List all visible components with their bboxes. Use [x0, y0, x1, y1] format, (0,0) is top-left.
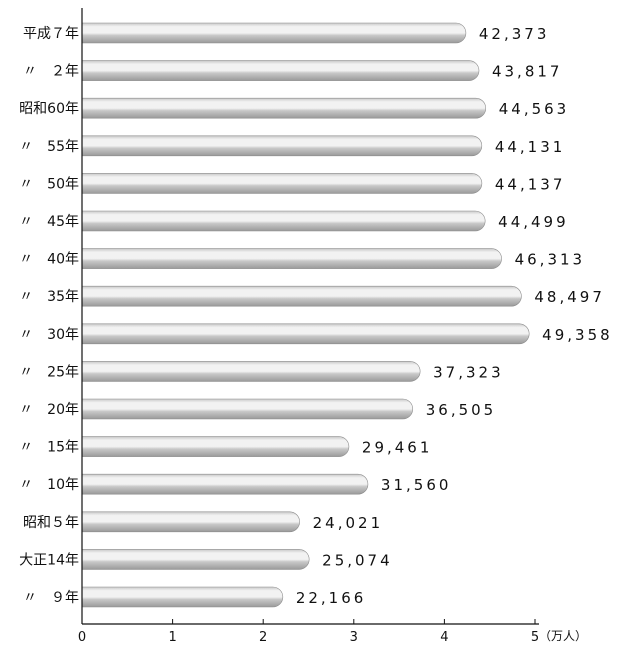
bar: [81, 323, 530, 345]
bar: [81, 511, 300, 533]
value-label: 42,373: [479, 25, 550, 43]
value-label: 46,313: [515, 251, 586, 269]
value-label: 29,461: [362, 439, 433, 457]
x-axis-unit-label: （万人）: [539, 629, 587, 643]
category-label: 〃 30年: [19, 327, 79, 343]
bar: [81, 398, 414, 420]
category-label: 大正14年: [19, 552, 79, 568]
bar: [81, 586, 284, 608]
bars-group: [81, 22, 530, 608]
category-label: 〃 45年: [19, 214, 79, 230]
category-label: 〃 20年: [19, 402, 79, 418]
category-label: 〃 55年: [19, 139, 79, 155]
bar: [81, 436, 350, 457]
bar: [81, 22, 467, 44]
category-label: 〃 ９年: [23, 590, 79, 606]
value-label: 31,560: [381, 476, 452, 494]
value-label: 49,358: [542, 326, 613, 344]
bar: [81, 285, 522, 307]
bar: [81, 135, 483, 157]
value-label: 44,137: [495, 175, 566, 193]
category-label: 〃 10年: [19, 477, 79, 493]
x-tick-label: 2: [259, 630, 267, 645]
x-axis-ticks: 0 1 2 3 4 5: [78, 619, 539, 645]
bar: [81, 549, 310, 570]
value-label: 24,021: [313, 514, 384, 532]
value-label: 43,817: [492, 63, 563, 81]
bar: [81, 361, 421, 382]
bar: [81, 210, 486, 232]
value-label: 22,166: [296, 589, 367, 607]
value-label: 48,497: [534, 288, 605, 306]
x-tick-label: 4: [440, 630, 448, 645]
value-label: 37,323: [433, 363, 504, 381]
x-tick-label: 1: [168, 630, 176, 645]
category-label: 昭和５年: [23, 515, 79, 531]
category-label: 平成７年: [23, 26, 79, 42]
x-tick-label: 0: [78, 630, 86, 645]
category-label: 〃 15年: [19, 440, 79, 456]
category-label: 〃 25年: [19, 364, 79, 380]
bar: [81, 473, 369, 495]
category-label: 昭和60年: [19, 101, 79, 117]
bar: [81, 97, 487, 119]
x-tick-label: 5: [531, 630, 539, 645]
x-tick-label: 3: [350, 630, 358, 645]
category-label: 〃 ２年: [23, 64, 79, 80]
value-label: 44,131: [495, 138, 566, 156]
value-label: 36,505: [426, 401, 497, 419]
bar: [81, 248, 502, 269]
value-label: 44,563: [499, 100, 570, 118]
value-label: 44,499: [498, 213, 569, 231]
bar: [81, 60, 480, 81]
category-label: 〃 35年: [19, 289, 79, 305]
value-labels: 42,373 43,817 44,563 44,131 44,137 44,499 46,3…: [296, 25, 613, 607]
value-label: 25,074: [322, 551, 393, 569]
bar: [81, 173, 483, 194]
category-label: 〃 50年: [19, 176, 79, 192]
category-label: 〃 40年: [19, 252, 79, 268]
